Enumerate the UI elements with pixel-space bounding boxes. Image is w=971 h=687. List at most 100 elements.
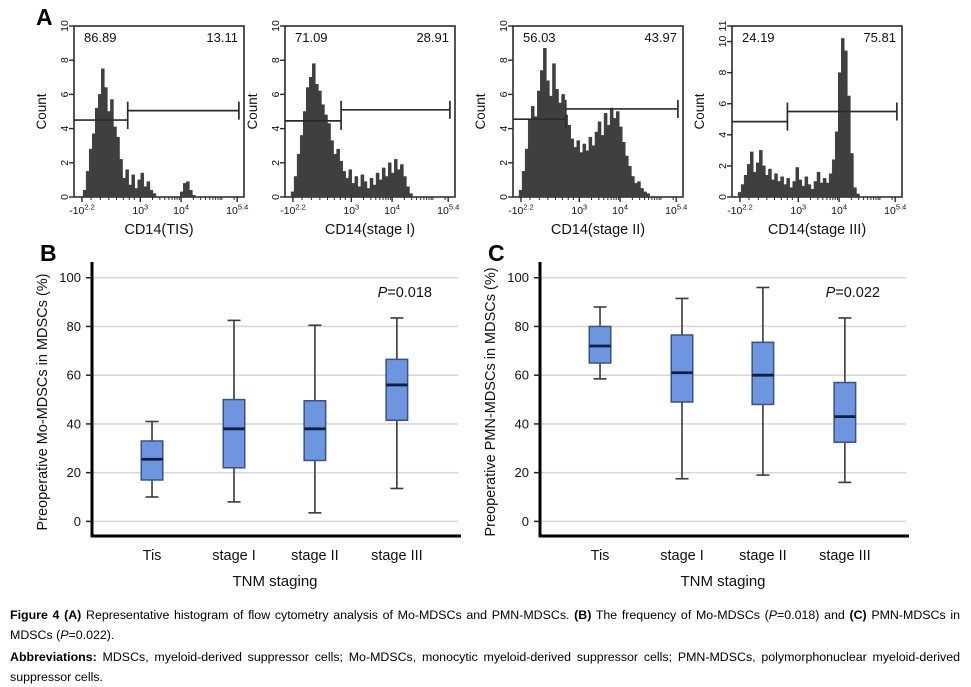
gate-left-percent: 71.09 xyxy=(295,30,328,45)
y-tick-label: 10 xyxy=(59,20,71,32)
x-tick-label: 103 xyxy=(132,203,148,218)
y-tick-label: 10 xyxy=(498,20,510,32)
y-tick-label: 40 xyxy=(67,416,81,431)
y-tick-label: 10 xyxy=(270,20,282,32)
box xyxy=(670,334,694,403)
x-tick-label: -102.2 xyxy=(727,203,753,218)
category-label: stage I xyxy=(660,548,704,564)
box xyxy=(833,381,857,443)
caption-paragraph: Abbreviations: MDSCs, myeloid-derived su… xyxy=(10,649,960,684)
y-tick-label: 80 xyxy=(515,319,529,334)
histogram-svg: 86.89 13.11 0 2 4 6 8 10 -102.2 103 104 105.4 Count C… xyxy=(34,20,248,238)
y-axis-title: Preoperative PMN-MDSCs in MDSCs (%) xyxy=(483,267,499,536)
y-tick-label: 4 xyxy=(270,126,282,132)
y-axis-title: Count xyxy=(245,93,260,129)
category-label: stage I xyxy=(212,548,256,564)
y-tick-label: 0 xyxy=(498,194,510,200)
y-tick-label: 2 xyxy=(59,160,71,166)
x-tick-label: 105.4 xyxy=(226,203,248,218)
x-tick-label: -102.2 xyxy=(280,203,306,218)
gate-left-percent: 56.03 xyxy=(523,30,556,45)
y-axis-title: Preoperative Mo-MDSCs in MDSCs (%) xyxy=(35,273,51,530)
x-axis-title: CD14(TIS) xyxy=(124,222,193,238)
histogram-svg: 24.19 75.81 0 2 4 6 8 10 11 -102.2 103 104 105.4 Coun… xyxy=(692,20,906,238)
y-tick-label: 8 xyxy=(270,57,282,63)
y-axis-title: Count xyxy=(692,93,707,129)
box xyxy=(751,341,775,406)
y-tick-label: 60 xyxy=(515,368,529,383)
panel-c-label: C xyxy=(488,240,506,266)
y-tick-label: 6 xyxy=(717,101,729,107)
boxplot-mo-mdscs: 0 20 40 60 80 100 Tis stage I stage II stage III P… xyxy=(30,256,472,600)
histogram-svg: 56.03 43.97 0 2 4 6 8 10 -102.2 103 104 105.4 Count C… xyxy=(473,20,687,238)
x-tick-label: 103 xyxy=(571,203,587,218)
category-label: Tis xyxy=(143,548,162,564)
box-group xyxy=(303,324,327,514)
gate-right-percent: 43.97 xyxy=(644,30,677,45)
box-group xyxy=(833,317,857,484)
y-axis-title: Count xyxy=(473,93,488,129)
x-axis-title: CD14(stage III) xyxy=(768,222,866,238)
boxplot-svg: 0 20 40 60 80 100 Tis stage I stage II stage III P… xyxy=(35,262,461,590)
histogram-cd14-tis: 86.89 13.11 0 2 4 6 8 10 -102.2 103 104 105.4 Count C… xyxy=(32,16,252,250)
category-label: stage II xyxy=(739,548,787,564)
x-tick-label: -102.2 xyxy=(508,203,534,218)
box xyxy=(385,358,409,422)
box-group xyxy=(670,297,694,480)
boxplot-svg: 0 20 40 60 80 100 Tis stage I stage II stage III P… xyxy=(483,262,909,590)
box xyxy=(222,398,246,469)
y-tick-label: 2 xyxy=(270,160,282,166)
y-tick-label: 4 xyxy=(498,126,510,132)
histogram-cd14-stage-ii: 56.03 43.97 0 2 4 6 8 10 -102.2 103 104 105.4 Count C… xyxy=(471,16,691,250)
histogram-cd14-stage-i: 71.09 28.91 0 2 4 6 8 10 -102.2 103 104 105.4 Count C… xyxy=(243,16,463,250)
x-tick-label: 104 xyxy=(384,203,400,218)
y-tick-label: 60 xyxy=(67,368,81,383)
x-axis-title: CD14(stage I) xyxy=(325,222,415,238)
gate-right-percent: 28.91 xyxy=(416,30,449,45)
p-value-label: P=0.018 xyxy=(378,285,432,301)
gate-right-percent: 13.11 xyxy=(206,30,238,45)
gate-left-percent: 24.19 xyxy=(742,30,775,45)
p-value-label: P=0.022 xyxy=(826,285,880,301)
y-tick-label: 0 xyxy=(270,194,282,200)
box-group xyxy=(140,420,164,498)
x-tick-label: 105.4 xyxy=(884,203,906,218)
y-tick-label: 100 xyxy=(507,270,529,285)
x-tick-label: -102.2 xyxy=(69,203,95,218)
x-tick-label: 104 xyxy=(831,203,847,218)
box xyxy=(303,400,327,462)
y-tick-label: 6 xyxy=(270,91,282,97)
y-tick-label: 20 xyxy=(515,465,529,480)
x-tick-label: 103 xyxy=(343,203,359,218)
category-label: stage III xyxy=(819,548,871,564)
y-tick-label: 100 xyxy=(59,270,81,285)
y-tick-label: 11 xyxy=(717,20,729,31)
category-label: Tis xyxy=(591,548,610,564)
y-tick-label: 8 xyxy=(717,70,729,76)
y-tick-label: 0 xyxy=(59,194,71,200)
y-tick-label: 0 xyxy=(522,514,529,529)
panel-a-label: A xyxy=(36,4,54,30)
y-axis-title: Count xyxy=(34,93,49,129)
y-tick-label: 8 xyxy=(59,57,71,63)
y-tick-label: 40 xyxy=(515,416,529,431)
histogram-area xyxy=(513,47,683,198)
y-tick-label: 6 xyxy=(59,91,71,97)
x-tick-label: 104 xyxy=(612,203,628,218)
y-tick-label: 10 xyxy=(717,36,729,48)
box-group xyxy=(385,317,409,490)
y-tick-label: 8 xyxy=(498,57,510,63)
figure-caption: Figure 4 (A) Representative histogram of… xyxy=(10,606,960,687)
x-tick-label: 105.4 xyxy=(437,203,459,218)
y-tick-label: 0 xyxy=(717,194,729,200)
box-group xyxy=(751,286,775,476)
x-axis-title: TNM staging xyxy=(232,573,317,590)
category-label: stage II xyxy=(291,548,339,564)
x-tick-label: 103 xyxy=(790,203,806,218)
boxplot-pmn-mdscs: 0 20 40 60 80 100 Tis stage I stage II stage III P… xyxy=(478,256,920,600)
box-group xyxy=(588,306,612,380)
x-axis-title: CD14(stage II) xyxy=(551,222,645,238)
y-tick-label: 0 xyxy=(74,514,81,529)
y-tick-label: 4 xyxy=(59,126,71,132)
